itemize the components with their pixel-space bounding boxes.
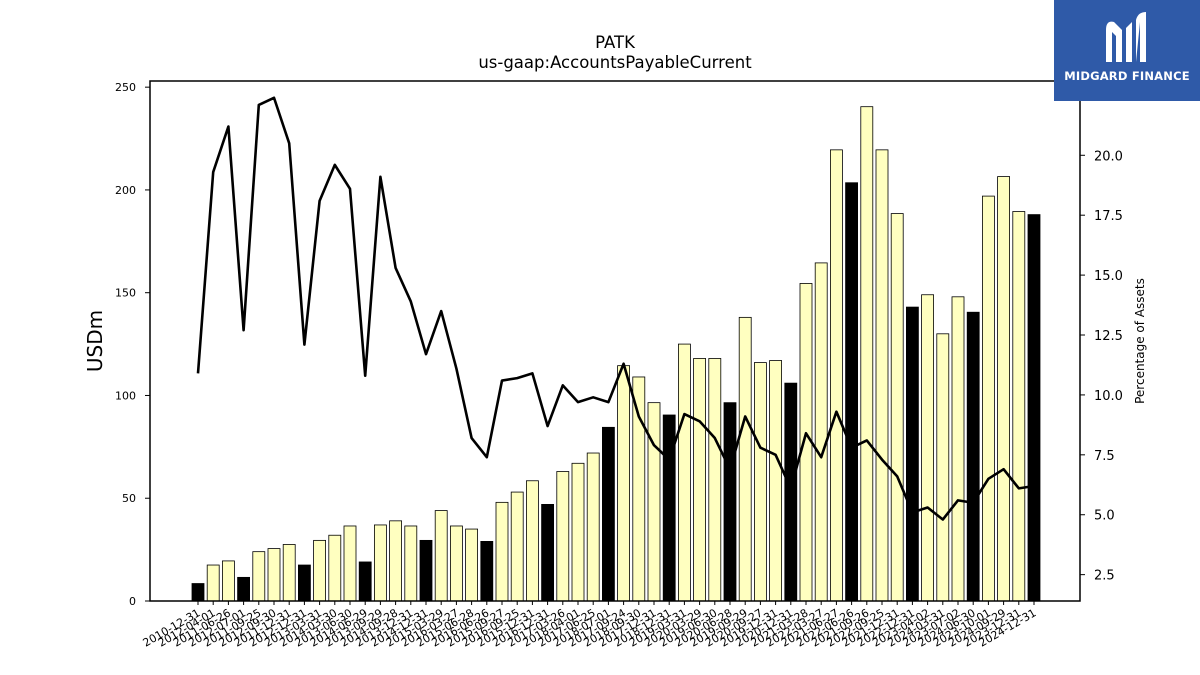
bar: [297, 564, 311, 602]
y-tick-label: 0: [129, 595, 136, 608]
bar: [586, 452, 600, 602]
bar: [890, 213, 904, 602]
bar: [373, 524, 387, 602]
bar: [723, 402, 737, 602]
x-axis: 2010-12-312011-06-262011-09-252011-12-31…: [141, 601, 1039, 650]
bar: [693, 358, 706, 602]
percent-line-group: [196, 96, 1035, 521]
y-axis-left: 0 50 100 150 200 250: [115, 81, 150, 608]
bar: [906, 306, 919, 602]
y2-tick-label: 20.0: [1094, 149, 1123, 164]
y-tick-label: 200: [115, 184, 136, 197]
bar: [997, 176, 1010, 602]
y2-tick-label: 2.5: [1094, 569, 1115, 584]
bar: [678, 343, 691, 602]
brand-logo: MIDGARD FINANCE: [1054, 0, 1200, 101]
y-tick-label: 50: [122, 492, 136, 505]
bar: [845, 182, 858, 602]
bar: [191, 583, 205, 602]
bar: [662, 414, 676, 602]
bar: [328, 534, 342, 602]
y-axis-label: USDm: [83, 310, 107, 372]
bar: [434, 510, 448, 602]
bar: [510, 491, 524, 602]
plot-frame: [149, 80, 1081, 602]
bar: [951, 296, 965, 602]
bar: [769, 360, 782, 602]
bar: [237, 576, 251, 602]
bar: [1027, 214, 1041, 602]
bar: [480, 541, 494, 602]
midgard-m-logo-icon: [1106, 12, 1146, 62]
y2-tick-label: 7.5: [1094, 449, 1115, 464]
y2-tick-label: 5.0: [1094, 509, 1115, 524]
bar: [404, 525, 418, 602]
bar: [526, 480, 539, 602]
bar: [389, 520, 403, 602]
bar: [358, 561, 372, 602]
bar: [221, 560, 235, 602]
bar: [738, 316, 752, 602]
bar: [830, 149, 843, 602]
bar: [449, 525, 463, 602]
chart-subtitle: us-gaap:AccountsPayableCurrent: [478, 53, 752, 72]
bar: [617, 365, 630, 602]
bar: [632, 376, 646, 602]
y2-tick-label: 15.0: [1094, 269, 1123, 284]
bar: [966, 311, 980, 602]
bar: [495, 501, 509, 602]
y2-tick-label: 10.0: [1094, 389, 1123, 404]
y2-axis-label: Percentage of Assets: [1133, 278, 1147, 404]
y2-tick-label: 17.5: [1094, 209, 1123, 224]
bars-group: [191, 106, 1041, 602]
y2-tick-label: 12.5: [1094, 329, 1123, 344]
y-tick-label: 250: [115, 81, 136, 94]
bar: [282, 544, 296, 602]
percent-of-assets-line: [196, 96, 1035, 521]
brand-name: MIDGARD FINANCE: [1064, 69, 1190, 83]
bar: [921, 294, 934, 602]
bar: [784, 382, 798, 602]
bar: [1012, 211, 1026, 602]
y-axis-right: 2.5 5.0 7.5 10.0 12.5 15.0 17.5 20.0: [1080, 149, 1123, 584]
bar: [647, 402, 661, 602]
bar: [465, 528, 479, 602]
bar: [814, 262, 828, 602]
bar: [556, 471, 570, 602]
y-tick-label: 150: [115, 287, 136, 300]
bar: [982, 195, 995, 602]
bar: [343, 525, 357, 602]
bar: [419, 539, 433, 602]
bar: [252, 551, 266, 602]
bar: [313, 539, 327, 602]
bar: [602, 426, 615, 602]
bar: [936, 333, 950, 602]
bar: [754, 362, 767, 602]
bar: [206, 564, 220, 602]
bar: [541, 503, 554, 602]
bar: [875, 149, 889, 602]
bar: [571, 462, 585, 602]
chart-title: PATK: [595, 33, 636, 52]
bar: [860, 106, 874, 602]
bar: [267, 548, 281, 602]
y-tick-label: 100: [115, 389, 136, 402]
bar: [708, 358, 722, 602]
